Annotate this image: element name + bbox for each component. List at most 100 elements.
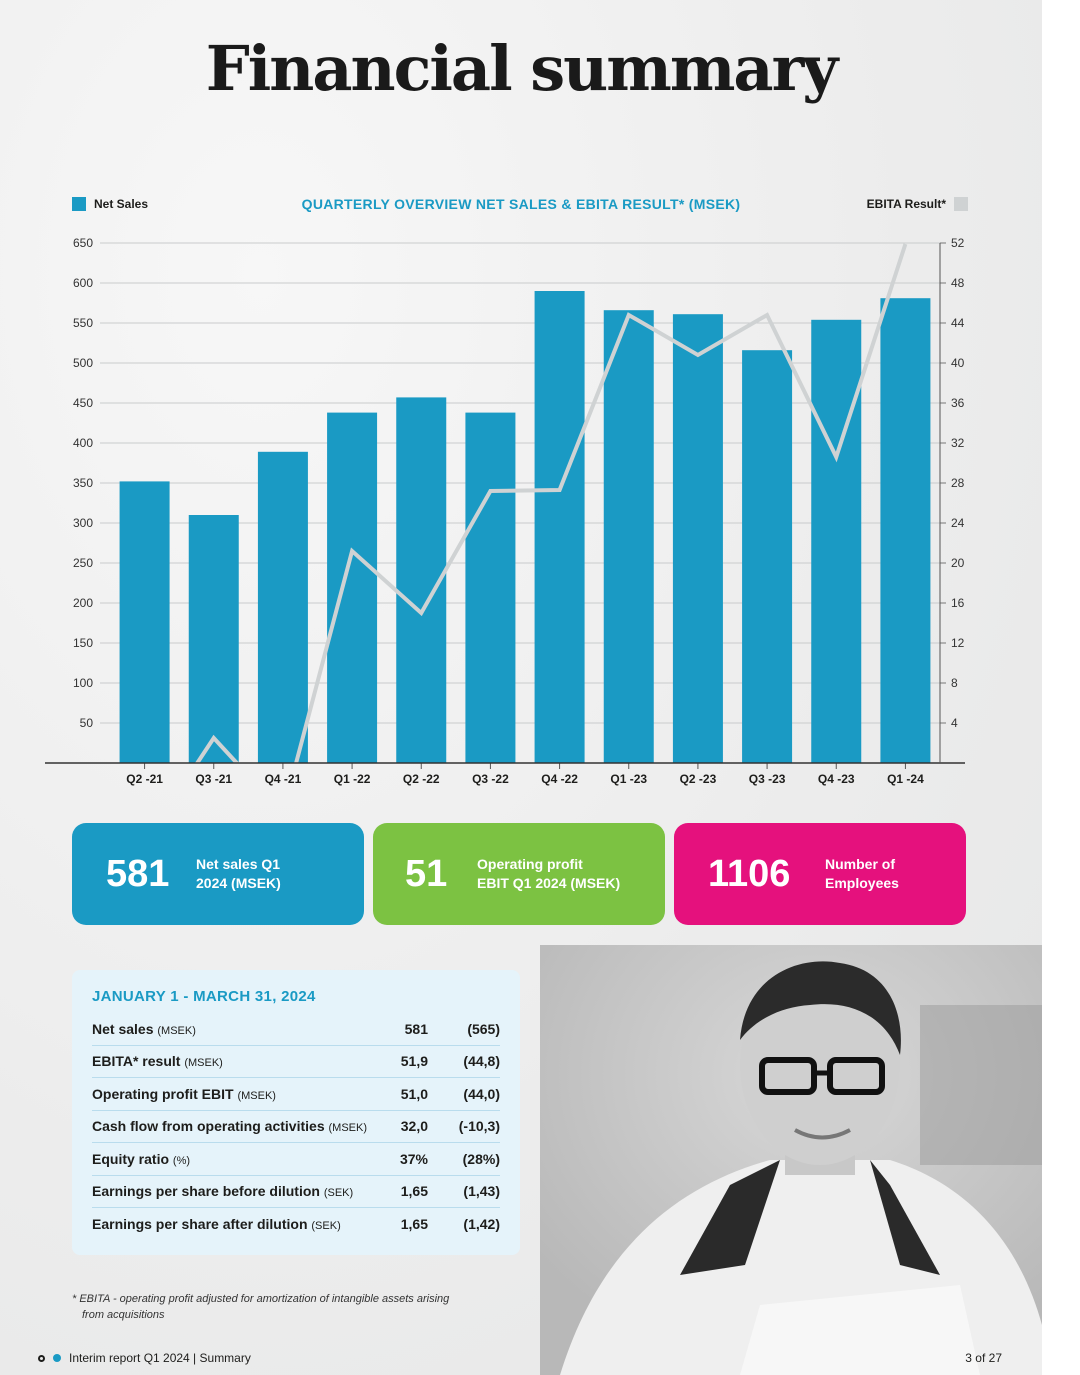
- current-value: 51,9: [400, 1053, 428, 1070]
- bar-net-sales: [880, 298, 931, 763]
- x-tick-label: Q2 -23: [680, 772, 717, 786]
- y-right-tick-label: 36: [951, 396, 965, 410]
- previous-value: (28%): [462, 1150, 500, 1167]
- y-left-tick-label: 150: [73, 636, 93, 650]
- row-label-text: Equity ratio: [92, 1150, 170, 1167]
- y-left-tick-label: 50: [80, 716, 94, 730]
- y-left-tick-label: 200: [73, 596, 93, 610]
- legend-net-sales: Net Sales: [72, 197, 148, 211]
- row-unit: (%): [172, 1154, 191, 1167]
- row-label: Earnings per share after dilution (SEK): [92, 1216, 376, 1232]
- y-right-tick-label: 4: [951, 716, 958, 730]
- x-tick-label: Q1 -22: [334, 772, 371, 786]
- row-label: Operating profit EBIT (MSEK): [92, 1086, 376, 1102]
- legend-ebita: EBITA Result*: [867, 197, 968, 211]
- kpi-card-operating-profit: 51 Operating profit EBIT Q1 2024 (MSEK): [373, 823, 665, 925]
- x-tick-label: Q4 -22: [541, 772, 578, 786]
- table-row: Earnings per share before dilution (SEK)…: [92, 1176, 500, 1208]
- footnote-line: * EBITA - operating profit adjusted for …: [72, 1293, 450, 1305]
- footnote: * EBITA - operating profit adjusted for …: [72, 1291, 449, 1323]
- y-left-tick-label: 350: [73, 476, 93, 490]
- row-label: Cash flow from operating activities (MSE…: [92, 1118, 376, 1134]
- financial-highlights-table: JANUARY 1 - MARCH 31, 2024 Net sales (MS…: [72, 970, 520, 1255]
- previous-value: (-10,3): [458, 1118, 500, 1135]
- x-tick-label: Q4 -23: [818, 772, 855, 786]
- previous-value: (1,43): [463, 1183, 500, 1200]
- y-right-tick-label: 24: [951, 516, 965, 530]
- table-row: EBITA* result (MSEK) 51,9 (44,8): [92, 1046, 500, 1078]
- row-label: Earnings per share before dilution (SEK): [92, 1183, 376, 1199]
- y-right-tick-label: 20: [951, 556, 965, 570]
- y-right-tick-label: 8: [951, 676, 958, 690]
- previous-value: (44,8): [463, 1053, 500, 1070]
- previous-value: (1,42): [463, 1215, 500, 1232]
- bar-net-sales: [534, 291, 585, 763]
- bar-net-sales: [465, 412, 516, 763]
- row-label-text: Earnings per share after dilution: [92, 1215, 308, 1232]
- page-footer: Interim report Q1 2024 | Summary: [38, 1351, 251, 1365]
- current-value: 1,65: [400, 1215, 428, 1232]
- row-label-text: Cash flow from operating activities: [92, 1118, 325, 1135]
- line-ebita: [194, 243, 908, 763]
- x-tick-label: Q3 -21: [195, 772, 232, 786]
- x-tick-label: Q1 -23: [610, 772, 647, 786]
- page-edge: [1042, 0, 1080, 1375]
- row-label: Equity ratio (%): [92, 1151, 376, 1167]
- page-number: 3 of 27: [965, 1351, 1002, 1365]
- y-left-tick-label: 550: [73, 316, 93, 330]
- table-row: Net sales (MSEK) 581 (565): [92, 1013, 500, 1046]
- row-label-text: EBITA* result: [92, 1053, 181, 1070]
- footnote-line: from acquisitions: [82, 1309, 165, 1321]
- page-title: Financial summary: [205, 32, 839, 105]
- portrait-photo: [540, 945, 1042, 1375]
- y-right-tick-label: 28: [951, 476, 965, 490]
- y-right-tick-label: 40: [951, 356, 965, 370]
- table-row: Earnings per share after dilution (SEK) 1…: [92, 1208, 500, 1240]
- current-value: 1,65: [400, 1183, 428, 1200]
- y-right-tick-label: 32: [951, 436, 965, 450]
- kpi-value: 581: [106, 852, 170, 895]
- x-tick-label: Q3 -23: [749, 772, 786, 786]
- row-label: EBITA* result (MSEK): [92, 1053, 376, 1069]
- y-right-tick-label: 16: [951, 596, 965, 610]
- bar-net-sales: [672, 314, 723, 763]
- legend-label-ebita: EBITA Result*: [866, 197, 946, 211]
- legend-swatch-ebita: [954, 197, 968, 211]
- row-label-text: Net sales: [92, 1020, 154, 1037]
- y-right-tick-label: 48: [951, 276, 965, 290]
- row-label-text: Operating profit EBIT: [92, 1085, 234, 1102]
- kpi-label: Operating profit EBIT Q1 2024 (MSEK): [477, 856, 621, 891]
- previous-value: (44,0): [463, 1085, 500, 1102]
- kpi-label: Net sales Q1 2024 (MSEK): [196, 856, 281, 891]
- current-value: 37%: [399, 1150, 428, 1167]
- ring-icon: [38, 1354, 45, 1362]
- row-label: Net sales (MSEK): [92, 1021, 376, 1037]
- current-value: 32,0: [400, 1118, 428, 1135]
- kpi-card-net-sales: 581 Net sales Q1 2024 (MSEK): [72, 823, 364, 925]
- bar-net-sales: [811, 319, 862, 763]
- chart-title: QUARTERLY OVERVIEW NET SALES & EBITA RES…: [301, 196, 741, 212]
- y-left-tick-label: 600: [73, 276, 93, 290]
- table-body: Net sales (MSEK) 581 (565) EBITA* result (M…: [92, 1013, 500, 1240]
- x-tick-label: Q2 -21: [126, 772, 163, 786]
- table-row: Operating profit EBIT (MSEK) 51,0 (44,0): [92, 1078, 500, 1111]
- y-left-tick-label: 450: [73, 396, 93, 410]
- dot-icon: [53, 1354, 61, 1362]
- x-tick-label: Q4 -21: [265, 772, 302, 786]
- y-left-tick-label: 650: [73, 236, 93, 250]
- current-value: 581: [404, 1020, 428, 1037]
- bar-net-sales: [327, 412, 378, 763]
- legend-label-net-sales: Net Sales: [94, 197, 149, 211]
- bar-net-sales: [603, 310, 654, 763]
- row-unit: (SEK): [323, 1187, 354, 1200]
- row-unit: (MSEK): [157, 1024, 196, 1037]
- table-row: Equity ratio (%) 37% (28%): [92, 1143, 500, 1176]
- combo-chart: 5010015020025030035040045050055060065048…: [45, 236, 965, 786]
- y-right-tick-label: 44: [951, 316, 965, 330]
- kpi-value: 51: [405, 852, 448, 895]
- row-unit: (SEK): [311, 1219, 341, 1232]
- row-unit: (MSEK): [237, 1089, 276, 1102]
- current-value: 51,0: [400, 1085, 428, 1102]
- y-left-tick-label: 300: [73, 516, 93, 530]
- kpi-card-employees: 1106 Number of Employees: [674, 823, 966, 925]
